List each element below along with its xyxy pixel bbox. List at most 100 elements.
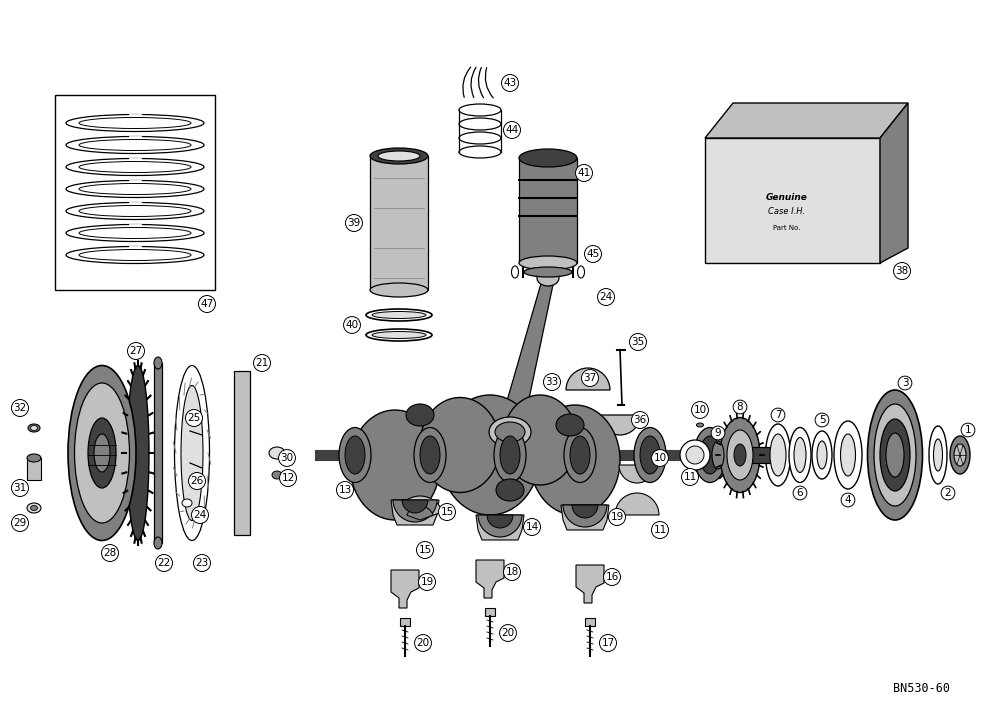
Ellipse shape xyxy=(564,427,596,482)
Ellipse shape xyxy=(27,503,41,513)
Wedge shape xyxy=(680,440,710,470)
Text: 14: 14 xyxy=(525,522,539,532)
Text: 44: 44 xyxy=(505,125,519,135)
Ellipse shape xyxy=(766,424,790,486)
Polygon shape xyxy=(234,371,250,535)
Ellipse shape xyxy=(66,246,204,263)
Ellipse shape xyxy=(770,434,786,476)
Ellipse shape xyxy=(66,115,204,132)
Ellipse shape xyxy=(182,499,192,507)
Wedge shape xyxy=(407,506,433,520)
Ellipse shape xyxy=(440,395,540,515)
Text: 18: 18 xyxy=(505,567,519,577)
Text: 22: 22 xyxy=(157,558,171,568)
Bar xyxy=(585,618,595,626)
Ellipse shape xyxy=(570,436,590,474)
Bar xyxy=(154,363,162,543)
Polygon shape xyxy=(476,515,524,540)
Polygon shape xyxy=(576,565,604,603)
Wedge shape xyxy=(566,368,610,390)
Ellipse shape xyxy=(79,184,191,194)
Ellipse shape xyxy=(929,426,947,484)
Text: 23: 23 xyxy=(195,558,209,568)
Wedge shape xyxy=(402,500,428,513)
Ellipse shape xyxy=(74,383,130,523)
Ellipse shape xyxy=(503,395,578,485)
Bar xyxy=(750,447,780,463)
Ellipse shape xyxy=(640,436,660,474)
Text: 13: 13 xyxy=(338,485,352,495)
Ellipse shape xyxy=(350,410,440,520)
Ellipse shape xyxy=(154,357,162,369)
Text: 10: 10 xyxy=(693,405,707,415)
Text: 27: 27 xyxy=(129,346,143,356)
Text: 3: 3 xyxy=(902,378,908,388)
Ellipse shape xyxy=(175,365,210,541)
Wedge shape xyxy=(563,505,607,527)
Ellipse shape xyxy=(868,390,922,520)
Text: 37: 37 xyxy=(583,373,597,383)
Ellipse shape xyxy=(94,434,110,472)
Bar xyxy=(370,156,428,290)
Ellipse shape xyxy=(79,249,191,260)
Text: 16: 16 xyxy=(605,572,619,582)
Polygon shape xyxy=(476,560,504,598)
Ellipse shape xyxy=(79,227,191,239)
Ellipse shape xyxy=(537,270,559,286)
Text: 19: 19 xyxy=(420,577,434,587)
Bar xyxy=(485,608,495,616)
Ellipse shape xyxy=(712,441,724,469)
Ellipse shape xyxy=(66,203,204,220)
Text: 28: 28 xyxy=(103,548,117,558)
Ellipse shape xyxy=(459,118,501,130)
Text: 39: 39 xyxy=(347,218,361,228)
Ellipse shape xyxy=(66,137,204,153)
Ellipse shape xyxy=(556,414,584,436)
Ellipse shape xyxy=(794,437,806,472)
Ellipse shape xyxy=(27,454,41,462)
Text: 4: 4 xyxy=(845,495,851,505)
Text: 19: 19 xyxy=(610,512,624,522)
Text: 45: 45 xyxy=(586,249,600,259)
Ellipse shape xyxy=(366,309,432,321)
Wedge shape xyxy=(487,515,513,528)
Ellipse shape xyxy=(66,225,204,241)
Ellipse shape xyxy=(720,417,760,493)
Bar xyxy=(519,158,577,263)
Ellipse shape xyxy=(519,256,577,270)
Wedge shape xyxy=(397,496,443,520)
Polygon shape xyxy=(498,280,554,432)
Ellipse shape xyxy=(496,479,524,501)
Text: 7: 7 xyxy=(775,410,781,420)
Ellipse shape xyxy=(154,537,162,549)
Text: 26: 26 xyxy=(190,476,204,486)
Text: 8: 8 xyxy=(737,402,743,412)
Ellipse shape xyxy=(696,423,704,427)
Ellipse shape xyxy=(30,505,38,510)
Text: 35: 35 xyxy=(631,337,645,347)
Ellipse shape xyxy=(634,427,666,482)
Ellipse shape xyxy=(372,311,426,318)
Text: 15: 15 xyxy=(440,507,454,517)
Wedge shape xyxy=(478,515,522,537)
Ellipse shape xyxy=(181,386,203,520)
Ellipse shape xyxy=(79,139,191,151)
Ellipse shape xyxy=(886,433,904,477)
Text: Case I.H.: Case I.H. xyxy=(768,208,806,217)
Text: 20: 20 xyxy=(501,628,515,638)
Text: 40: 40 xyxy=(345,320,359,330)
Polygon shape xyxy=(391,570,419,608)
Ellipse shape xyxy=(30,425,38,431)
Text: BN530-60: BN530-60 xyxy=(894,681,950,695)
Ellipse shape xyxy=(366,329,432,341)
Ellipse shape xyxy=(700,436,720,474)
Ellipse shape xyxy=(414,427,446,482)
Ellipse shape xyxy=(459,104,501,116)
Wedge shape xyxy=(600,415,640,435)
Ellipse shape xyxy=(272,471,282,479)
Polygon shape xyxy=(880,103,908,263)
Ellipse shape xyxy=(345,436,365,474)
Ellipse shape xyxy=(530,405,620,515)
Ellipse shape xyxy=(874,404,916,506)
Ellipse shape xyxy=(372,332,426,339)
